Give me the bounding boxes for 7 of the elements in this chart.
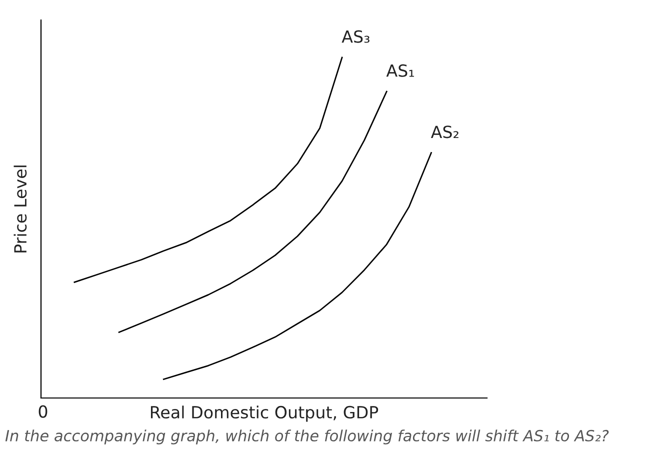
y-axis-title: Price Level xyxy=(14,166,27,252)
text: In the accompanying graph, which of the following factors will shift AS₁ to AS₂? xyxy=(5,430,609,444)
series-label: AS₃ xyxy=(342,30,370,43)
series-label: AS₂ xyxy=(430,126,458,138)
x-axis-title: Real Domestic Output, GDP xyxy=(150,406,378,422)
series-label: AS₁ xyxy=(386,64,414,77)
text: 0 xyxy=(38,405,48,418)
